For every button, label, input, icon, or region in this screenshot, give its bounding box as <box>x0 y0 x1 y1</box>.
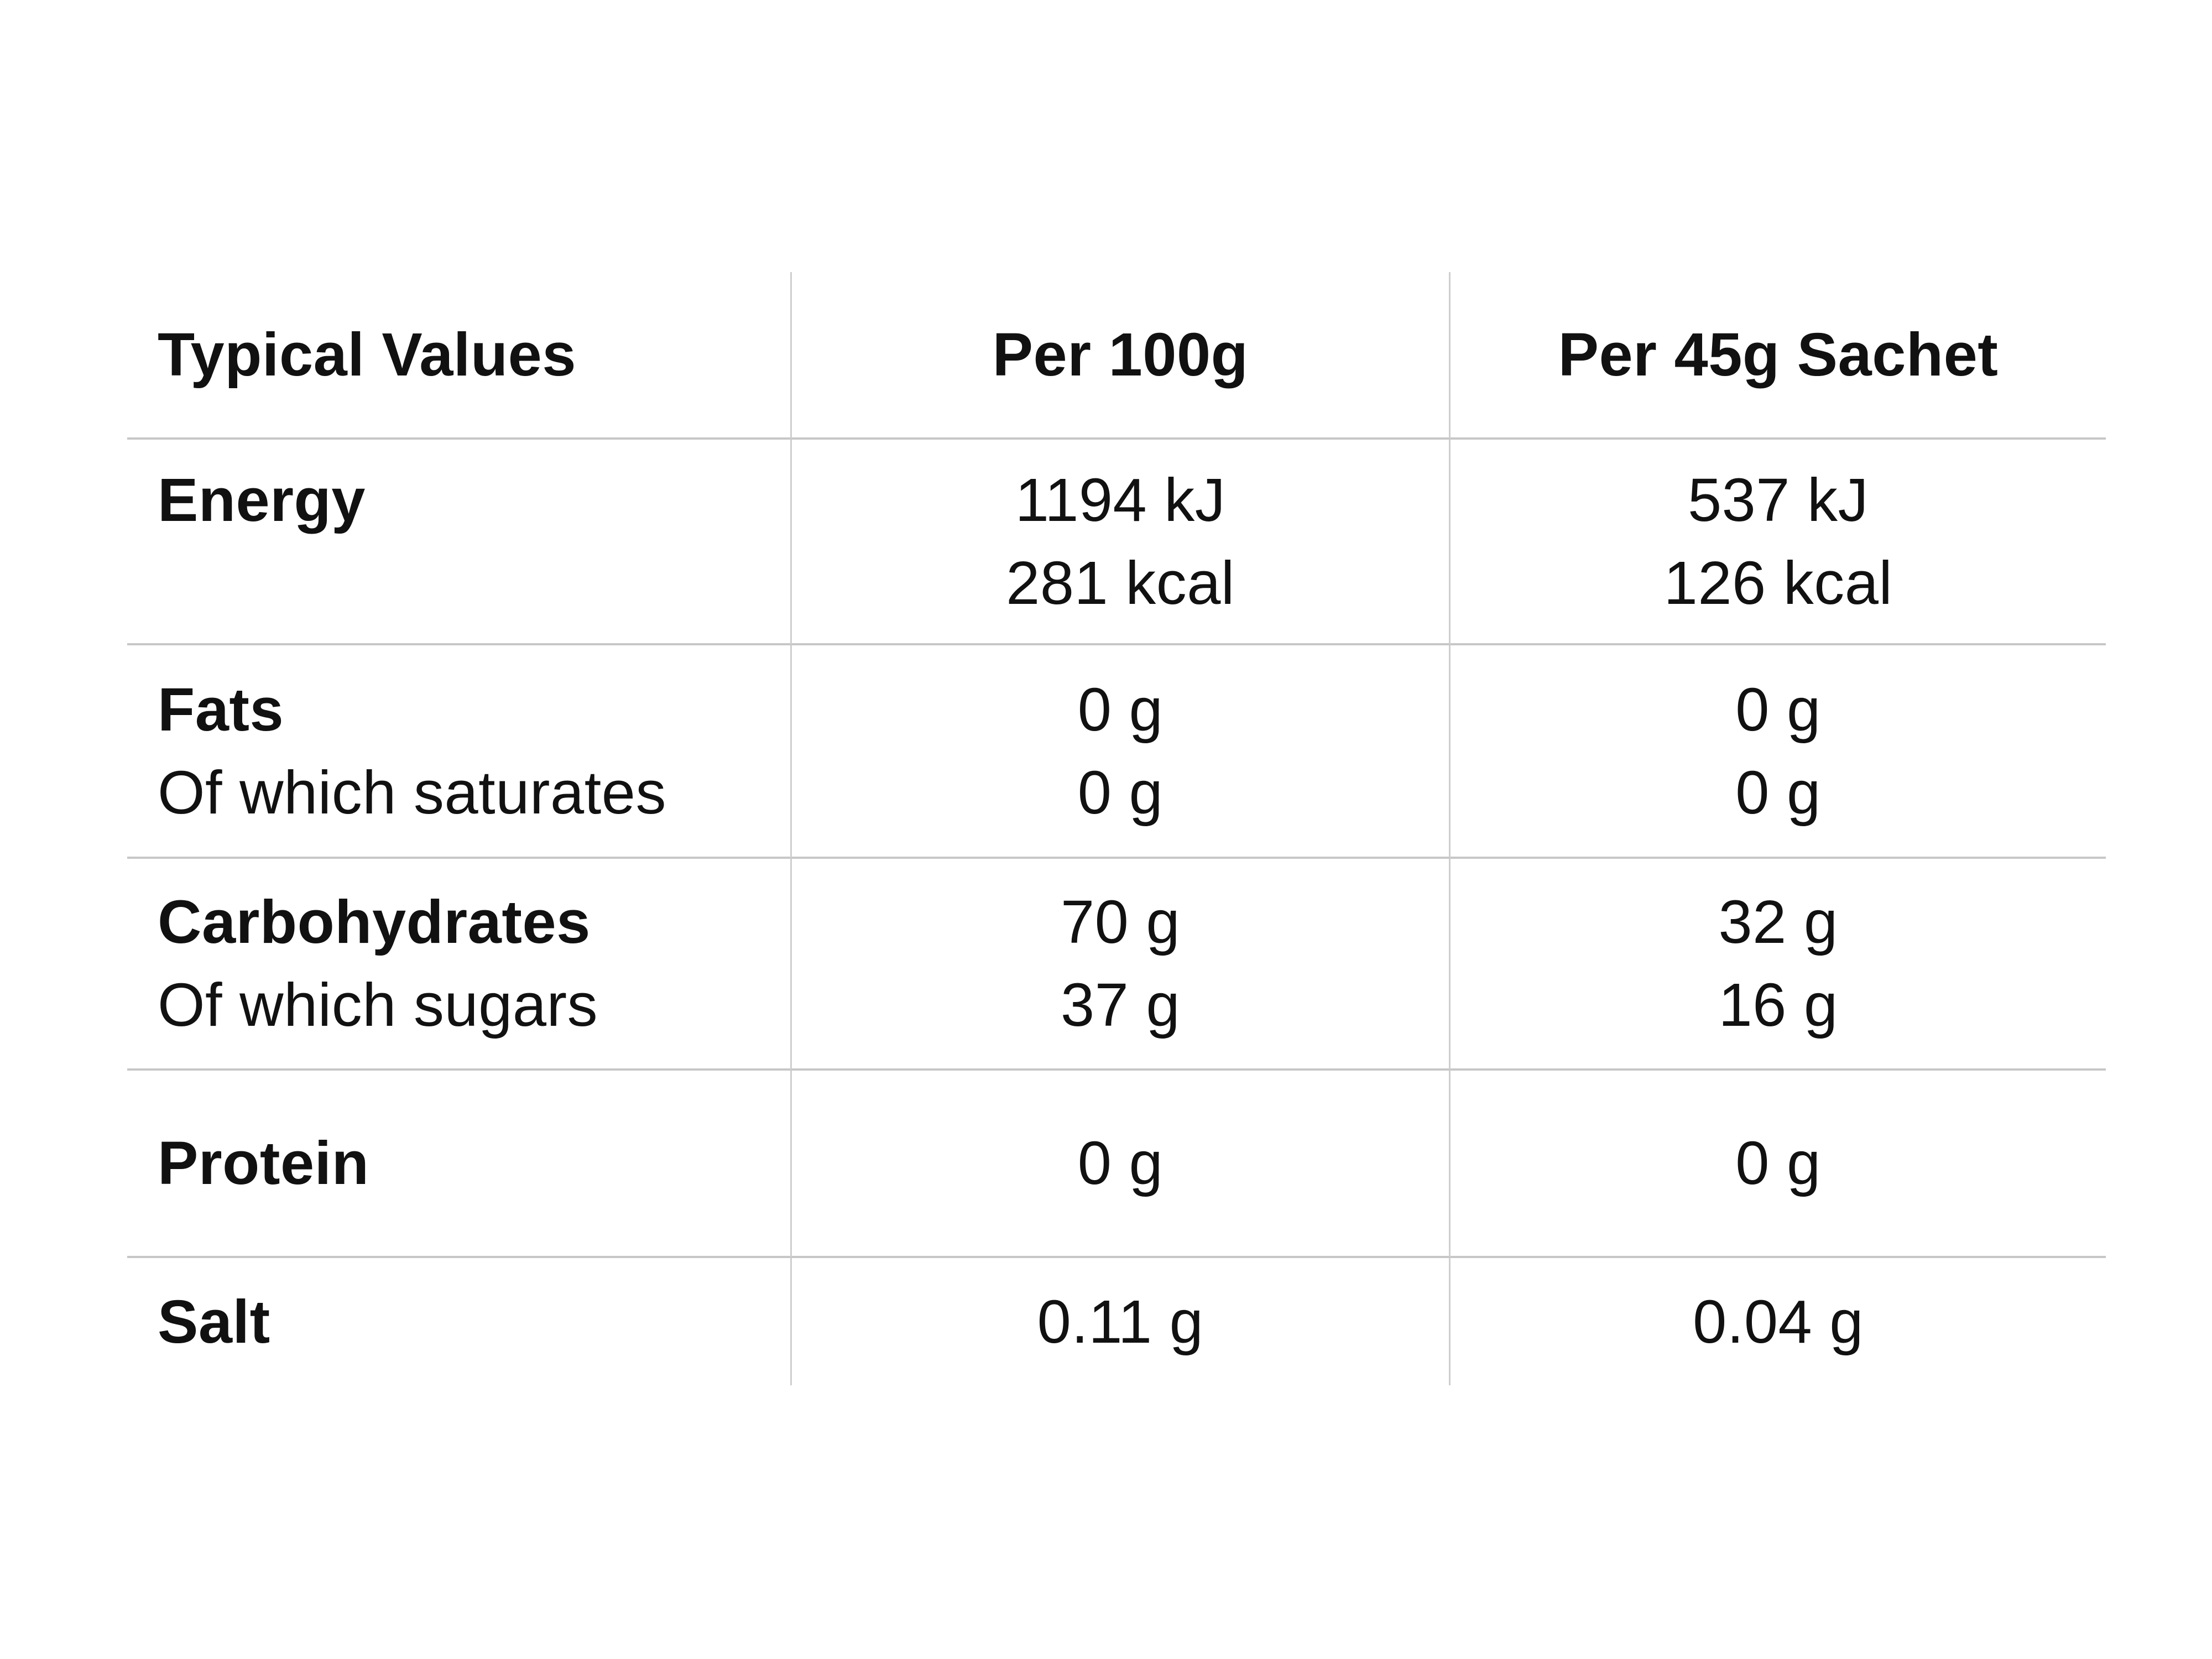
row-sublabel: Of which sugars <box>158 971 598 1039</box>
value-per-100g: 0 g <box>1077 758 1164 827</box>
row-protein-per-100g-cell: 0 g <box>790 1071 1451 1258</box>
value-per-45g-sachet: 32 g <box>1718 888 1838 956</box>
value-per-100g: 1194 kJ <box>1015 466 1226 534</box>
value-per-45g-sachet: 16 g <box>1718 971 1838 1039</box>
row-label: Fats <box>158 675 284 744</box>
row-label: Protein <box>158 1129 369 1197</box>
value-per-45g-sachet: 0 g <box>1735 1129 1821 1197</box>
value-per-100g: 70 g <box>1060 888 1181 956</box>
row-salt-per-100g-cell: 0.11 g <box>790 1258 1451 1385</box>
row-protein-label-cell: Protein <box>127 1071 790 1258</box>
header-per-45g-sachet-label: Per 45g Sachet <box>1558 321 1999 389</box>
value-per-45g-sachet: 0 g <box>1735 758 1821 827</box>
row-energy-per-45g-sachet-cell: 537 kJ 126 kcal <box>1451 440 2106 645</box>
value-per-45g-sachet: 0 g <box>1735 675 1821 744</box>
header-typical-values-label: Typical Values <box>158 321 577 389</box>
value-per-100g: 0 g <box>1077 1129 1164 1197</box>
value-per-100g: 0.11 g <box>1037 1287 1204 1356</box>
row-carbohydrates-per-100g-cell: 70 g 37 g <box>790 859 1451 1071</box>
row-salt-per-45g-sachet-cell: 0.04 g <box>1451 1258 2106 1385</box>
nutrition-table: Typical Values Per 100g Per 45g Sachet E… <box>127 272 2106 1385</box>
header-per-100g: Per 100g <box>790 272 1451 440</box>
row-label: Salt <box>158 1287 270 1356</box>
row-carbohydrates-label-cell: Carbohydrates Of which sugars <box>127 859 790 1071</box>
row-sublabel <box>127 541 790 624</box>
row-label: Energy <box>158 466 366 534</box>
header-per-100g-label: Per 100g <box>992 321 1249 389</box>
row-fats-label-cell: Fats Of which saturates <box>127 645 790 859</box>
value-per-100g: 37 g <box>1060 971 1181 1039</box>
row-energy-per-100g-cell: 1194 kJ 281 kcal <box>790 440 1451 645</box>
value-per-100g: 281 kcal <box>1006 549 1235 617</box>
row-energy-label-cell: Energy <box>127 440 790 645</box>
row-sublabel: Of which saturates <box>158 758 666 827</box>
row-protein-per-45g-sachet-cell: 0 g <box>1451 1071 2106 1258</box>
header-per-45g-sachet: Per 45g Sachet <box>1451 272 2106 440</box>
header-typical-values: Typical Values <box>127 272 790 440</box>
value-per-100g: 0 g <box>1077 675 1164 744</box>
row-salt-label-cell: Salt <box>127 1258 790 1385</box>
value-per-45g-sachet: 537 kJ <box>1687 466 1869 534</box>
row-label: Carbohydrates <box>158 888 591 956</box>
value-per-45g-sachet: 0.04 g <box>1693 1287 1864 1356</box>
value-per-45g-sachet: 126 kcal <box>1663 549 1893 617</box>
row-carbohydrates-per-45g-sachet-cell: 32 g 16 g <box>1451 859 2106 1071</box>
